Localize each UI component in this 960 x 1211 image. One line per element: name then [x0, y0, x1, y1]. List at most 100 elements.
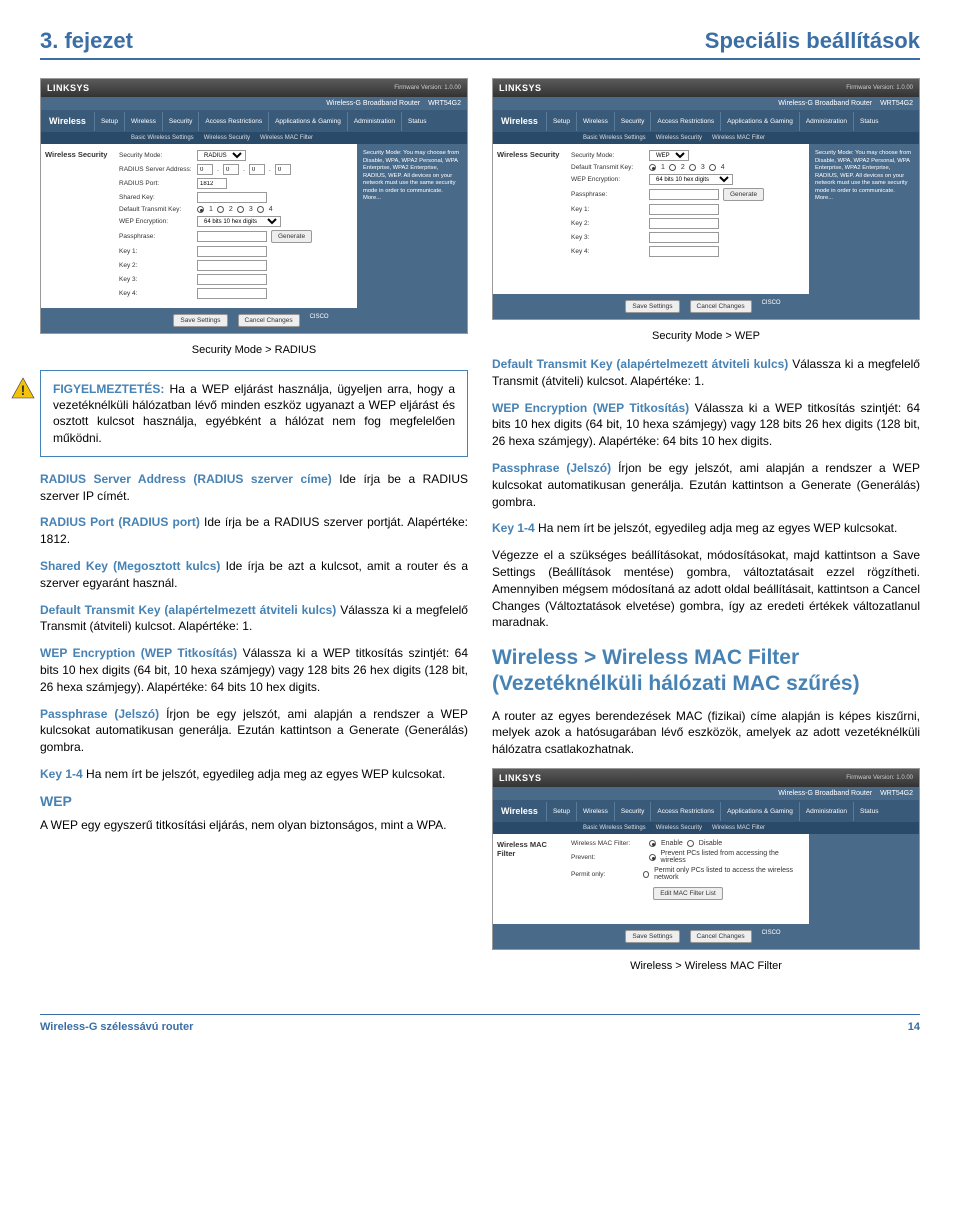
input-key3[interactable] — [197, 274, 267, 285]
router-name: Wireless-G Broadband Router — [778, 100, 872, 107]
cancel-button[interactable]: Cancel Changes — [690, 300, 752, 313]
save-button[interactable]: Save Settings — [625, 930, 679, 943]
tab-security[interactable]: Security — [162, 112, 198, 131]
radio-dtk-1[interactable] — [649, 164, 656, 171]
tab-apps[interactable]: Applications & Gaming — [720, 112, 799, 131]
radio-dtk-4[interactable] — [709, 164, 716, 171]
input-key2[interactable] — [197, 260, 267, 271]
select-enc[interactable]: 64 bits 10 hex digits — [197, 216, 281, 227]
svg-text:!: ! — [21, 382, 26, 398]
tab-admin[interactable]: Administration — [799, 112, 853, 131]
input-pass[interactable] — [197, 231, 267, 242]
input-pass[interactable] — [649, 189, 719, 200]
input-port[interactable] — [197, 178, 227, 189]
lbl-dtk: Default Transmit Key: — [119, 206, 193, 213]
para-r-save: Végezze el a szükséges beállításokat, mó… — [492, 547, 920, 631]
select-mode[interactable]: RADIUS — [197, 150, 246, 161]
ip-octet[interactable] — [197, 164, 213, 175]
firmware-label: Firmware Version: 1.0.00 — [846, 85, 913, 91]
router-name: Wireless-G Broadband Router — [778, 790, 872, 797]
nav-section: Wireless — [41, 110, 94, 132]
tab-wireless[interactable]: Wireless — [576, 802, 614, 821]
input-key4[interactable] — [649, 246, 719, 257]
warning-icon: ! — [11, 377, 35, 399]
select-mode[interactable]: WEP — [649, 150, 689, 161]
chapter-title: Speciális beállítások — [705, 28, 920, 54]
ip-octet[interactable] — [223, 164, 239, 175]
tab-access[interactable]: Access Restrictions — [198, 112, 268, 131]
radio-permit[interactable] — [643, 871, 650, 878]
subtab[interactable]: Wireless Security — [656, 135, 702, 141]
ip-octet[interactable] — [249, 164, 265, 175]
cancel-button[interactable]: Cancel Changes — [238, 314, 300, 327]
panel-label: Wireless Security — [41, 144, 115, 308]
generate-button[interactable]: Generate — [271, 230, 312, 243]
subtab[interactable]: Wireless Security — [204, 135, 250, 141]
tab-setup[interactable]: Setup — [546, 112, 576, 131]
lbl-addr: RADIUS Server Address: — [119, 166, 193, 173]
tab-security[interactable]: Security — [614, 802, 650, 821]
cancel-button[interactable]: Cancel Changes — [690, 930, 752, 943]
subtab[interactable]: Basic Wireless Settings — [131, 135, 194, 141]
caption-macfilter: Wireless > Wireless MAC Filter — [492, 960, 920, 972]
save-button[interactable]: Save Settings — [173, 314, 227, 327]
select-enc[interactable]: 64 bits 10 hex digits — [649, 174, 733, 185]
lbl-prevent: Prevent: — [571, 854, 645, 861]
subtab[interactable]: Wireless MAC Filter — [260, 135, 313, 141]
right-column: LINKSYSFirmware Version: 1.0.00 Wireless… — [492, 78, 920, 986]
subtab[interactable]: Wireless Security — [656, 825, 702, 831]
subtab[interactable]: Basic Wireless Settings — [583, 825, 646, 831]
chapter-label: 3. fejezet — [40, 28, 133, 54]
tab-admin[interactable]: Administration — [799, 802, 853, 821]
subtab[interactable]: Basic Wireless Settings — [583, 135, 646, 141]
tab-wireless[interactable]: Wireless — [576, 112, 614, 131]
section-heading-macfilter: Wireless > Wireless MAC Filter (Vezetékn… — [492, 645, 920, 698]
tab-setup[interactable]: Setup — [94, 112, 124, 131]
radio-dtk-3[interactable] — [689, 164, 696, 171]
lbl-dtk: Default Transmit Key: — [571, 164, 645, 171]
subtab[interactable]: Wireless MAC Filter — [712, 825, 765, 831]
tab-status[interactable]: Status — [853, 802, 884, 821]
radio-prevent[interactable] — [649, 854, 656, 861]
tab-apps[interactable]: Applications & Gaming — [720, 802, 799, 821]
firmware-label: Firmware Version: 1.0.00 — [394, 85, 461, 91]
tab-access[interactable]: Access Restrictions — [650, 112, 720, 131]
lbl-enc: WEP Encryption: — [571, 176, 645, 183]
input-key1[interactable] — [197, 246, 267, 257]
radio-disable[interactable] — [687, 840, 694, 847]
ip-octet[interactable] — [275, 164, 291, 175]
page-footer: Wireless-G szélessávú router 14 — [40, 1014, 920, 1033]
tab-wireless[interactable]: Wireless — [124, 112, 162, 131]
left-column: LINKSYSFirmware Version: 1.0.00 Wireless… — [40, 78, 468, 986]
lbl-k4: Key 4: — [571, 248, 645, 255]
tab-admin[interactable]: Administration — [347, 112, 401, 131]
radio-dtk-4[interactable] — [257, 206, 264, 213]
generate-button[interactable]: Generate — [723, 188, 764, 201]
subtab[interactable]: Wireless MAC Filter — [712, 135, 765, 141]
radio-enable[interactable] — [649, 840, 656, 847]
screenshot-radius: LINKSYSFirmware Version: 1.0.00 Wireless… — [40, 78, 468, 334]
tab-setup[interactable]: Setup — [546, 802, 576, 821]
input-shared[interactable] — [197, 192, 267, 203]
nav-section: Wireless — [493, 800, 546, 822]
panel-label: Wireless MAC Filter — [493, 834, 567, 924]
radio-dtk-2[interactable] — [669, 164, 676, 171]
para-r-pass: Passphrase (Jelszó) Írjon be egy jelszót… — [492, 460, 920, 510]
tab-status[interactable]: Status — [401, 112, 432, 131]
edit-mac-list-button[interactable]: Edit MAC Filter List — [653, 887, 723, 900]
lbl-k2: Key 2: — [119, 262, 193, 269]
tab-access[interactable]: Access Restrictions — [650, 802, 720, 821]
radio-dtk-2[interactable] — [217, 206, 224, 213]
input-key3[interactable] — [649, 232, 719, 243]
input-key4[interactable] — [197, 288, 267, 299]
tab-status[interactable]: Status — [853, 112, 884, 131]
tab-apps[interactable]: Applications & Gaming — [268, 112, 347, 131]
para-shared-key: Shared Key (Megosztott kulcs) Ide írja b… — [40, 558, 468, 592]
input-key2[interactable] — [649, 218, 719, 229]
save-button[interactable]: Save Settings — [625, 300, 679, 313]
radio-dtk-3[interactable] — [237, 206, 244, 213]
tab-security[interactable]: Security — [614, 112, 650, 131]
help-panel: Security Mode: You may choose from Disab… — [809, 144, 919, 294]
input-key1[interactable] — [649, 204, 719, 215]
radio-dtk-1[interactable] — [197, 206, 204, 213]
